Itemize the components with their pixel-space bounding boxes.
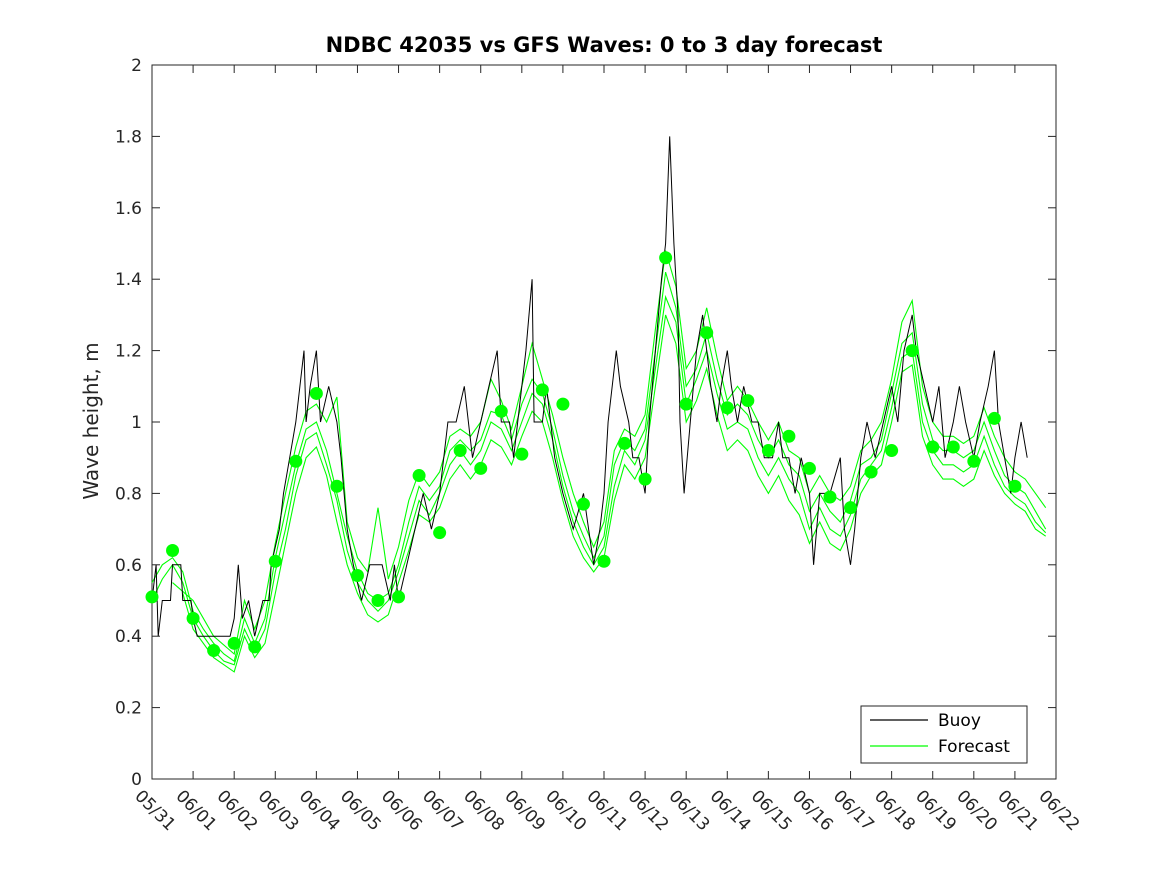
forecast-marker xyxy=(330,479,344,493)
forecast-marker xyxy=(823,490,837,504)
forecast-marker xyxy=(618,436,632,450)
y-tick-label: 1.2 xyxy=(115,342,142,362)
forecast-marker xyxy=(248,640,262,654)
forecast-marker xyxy=(967,454,981,468)
forecast-marker xyxy=(186,611,200,625)
forecast-marker xyxy=(700,326,714,340)
forecast-marker xyxy=(987,411,1001,425)
forecast-marker xyxy=(371,594,385,607)
y-tick-label: 0.2 xyxy=(115,699,142,719)
forecast-marker xyxy=(926,440,940,454)
forecast-marker xyxy=(350,569,364,583)
y-tick-label: 2 xyxy=(131,56,142,76)
forecast-line xyxy=(151,271,1047,663)
forecast-marker xyxy=(494,404,508,418)
forecast-marker xyxy=(576,497,590,511)
forecast-marker xyxy=(392,590,406,604)
y-tick-label: 1.4 xyxy=(115,270,142,290)
y-axis-label: Wave height, m xyxy=(79,342,103,499)
forecast-marker xyxy=(720,401,734,415)
forecast-marker xyxy=(309,386,323,400)
legend-forecast-label: Forecast xyxy=(938,737,1010,757)
forecast-marker xyxy=(679,397,693,411)
buoy-line xyxy=(151,136,1028,637)
y-tick-label: 0.4 xyxy=(115,627,142,647)
forecast-run-line xyxy=(172,250,1047,656)
forecast-marker xyxy=(741,394,755,408)
forecast-marker xyxy=(761,444,775,458)
forecast-marker xyxy=(227,636,241,650)
forecast-marker xyxy=(535,383,549,397)
forecast-marker xyxy=(268,554,282,568)
forecast-marker xyxy=(453,444,467,458)
forecast-marker xyxy=(905,344,919,358)
forecast-marker xyxy=(597,554,611,568)
forecast-marker xyxy=(515,447,529,461)
forecast-marker xyxy=(412,469,426,483)
y-tick-label: 0.8 xyxy=(115,484,142,504)
legend-box xyxy=(860,705,1028,764)
y-tick-label: 0 xyxy=(131,770,142,790)
forecast-marker xyxy=(1008,479,1022,493)
chart-title: NDBC 42035 vs GFS Waves: 0 to 3 day fore… xyxy=(326,33,883,57)
y-tick-label: 0.6 xyxy=(115,556,142,576)
forecast-marker xyxy=(885,444,899,458)
forecast-marker xyxy=(433,526,447,540)
forecast-marker xyxy=(145,590,159,604)
forecast-marker xyxy=(207,643,221,657)
forecast-marker xyxy=(946,440,960,454)
forecast-marker xyxy=(844,501,858,515)
forecast-run-line xyxy=(182,314,1047,673)
y-tick-label: 1.8 xyxy=(115,127,142,147)
y-tick-label: 1.6 xyxy=(115,199,142,219)
forecast-marker xyxy=(659,251,673,265)
legend: Buoy Forecast xyxy=(860,705,1028,764)
forecast-marker xyxy=(289,454,303,468)
forecast-marker xyxy=(474,461,488,475)
forecast-marker xyxy=(782,429,796,443)
forecast-marker xyxy=(802,461,816,475)
forecast-marker xyxy=(166,544,180,558)
forecast-marker xyxy=(864,465,878,479)
legend-buoy-label: Buoy xyxy=(938,711,981,731)
forecast-marker xyxy=(556,397,570,411)
forecast-marker xyxy=(638,472,652,486)
y-tick-label: 1 xyxy=(131,413,142,433)
